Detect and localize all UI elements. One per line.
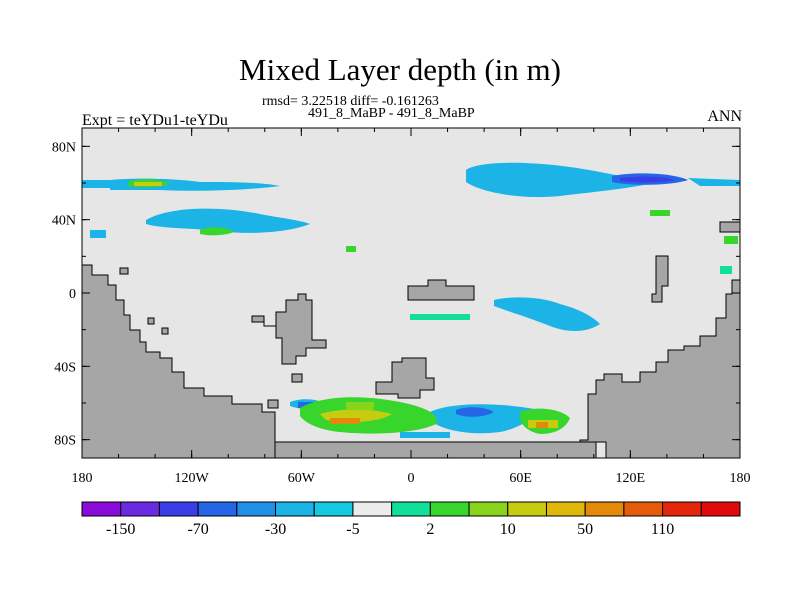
chart-subtitle: rmsd= 3.22518 diff= -0.161263: [262, 94, 439, 109]
land-fragment-6: [267, 399, 279, 409]
x-tick-label: 180: [730, 471, 751, 486]
negative-anomalies: [82, 162, 740, 438]
colorbar-label: 110: [651, 521, 674, 538]
colorbar-swatch: [81, 501, 122, 517]
plot-area: [81, 127, 741, 459]
colorbar-swatch: [507, 501, 547, 517]
colorbar-swatch: [429, 501, 470, 517]
blob-40n-west: [146, 208, 310, 233]
y-tick-label: 40S: [54, 360, 76, 375]
x-tick-label: 120W: [175, 471, 210, 486]
colorbar-label: -70: [187, 521, 208, 538]
land-south-america-island: [251, 293, 327, 365]
colorbar-swatch: [545, 501, 586, 517]
blob-south-deep-1: [456, 407, 494, 417]
blob-north-atlantic: [466, 162, 660, 198]
chart-title: Mixed Layer depth (in m): [239, 52, 561, 87]
colorbar-swatch: [584, 501, 625, 517]
season-label: ANN: [707, 108, 742, 125]
blob-south-east-edge: [400, 432, 450, 438]
land-masks: [81, 221, 741, 459]
land-fragment-3: [119, 267, 129, 275]
blob-north-pacific-edge: [688, 178, 740, 186]
y-tick-label: 40N: [52, 214, 76, 229]
blob-40n-green: [200, 227, 234, 236]
colorbar-swatch: [120, 501, 160, 517]
x-tick-label: 60E: [509, 471, 532, 486]
land-americas: [81, 264, 285, 459]
colorbar: -150 -70 -30 -5 2 10 50 110: [81, 501, 741, 538]
colorbar-swatch: [623, 501, 664, 517]
y-tick-label: 80S: [54, 434, 76, 449]
land-fragment-2: [147, 317, 155, 325]
blob-east-green-2: [720, 266, 732, 274]
blob-equatorial: [494, 297, 600, 331]
colorbar-label: -5: [346, 521, 359, 538]
blob-60n-yellow: [134, 182, 162, 186]
colorbar-label: 50: [577, 521, 593, 538]
blob-east-green: [724, 236, 738, 244]
x-axis: 180 120W 60W 0 60E 120E 180: [72, 128, 751, 486]
blob-south-orange: [330, 418, 360, 424]
blob-small-green: [346, 246, 356, 252]
x-tick-label: 0: [408, 471, 415, 486]
colorbar-label: -30: [265, 521, 286, 538]
colorbar-swatch: [662, 501, 702, 517]
colorbar-swatch: [391, 501, 431, 517]
y-tick-label: 80N: [52, 140, 76, 155]
y-tick-label: 0: [69, 287, 76, 302]
land-antarctica-rim: [274, 441, 597, 459]
blob-40n-small: [90, 230, 106, 238]
land-equatorial-strip: [407, 279, 475, 301]
colorbar-swatch: [352, 501, 393, 517]
land-fragment-1: [719, 221, 741, 233]
land-pacific-strip: [651, 255, 669, 303]
y-axis: 80N 40N 0 40S 80S: [52, 140, 740, 449]
blob-pacific-green: [650, 210, 670, 216]
blob-north-pacific-core: [620, 176, 676, 183]
blob-west-60n: [82, 180, 110, 188]
colorbar-swatch: [468, 501, 509, 517]
colorbar-swatch: [158, 501, 199, 517]
colorbar-swatch: [275, 501, 315, 517]
land-fragment-4: [161, 327, 169, 335]
colorbar-swatch: [313, 501, 354, 517]
colorbar-label: 10: [500, 521, 516, 538]
x-tick-label: 60W: [288, 471, 316, 486]
x-tick-label: 120E: [616, 471, 646, 486]
blob-equator-green: [410, 314, 470, 320]
colorbar-swatch: [236, 501, 277, 517]
positive-anomalies: [128, 179, 738, 434]
blob-southeast-orange: [536, 422, 548, 428]
experiment-label: Expt = teYDu1-teYDu: [82, 112, 228, 129]
colorbar-label: -150: [106, 521, 135, 538]
blob-south-green-2: [346, 402, 374, 410]
colorbar-swatch: [197, 501, 238, 517]
colorbar-label: 2: [426, 521, 434, 538]
colorbar-swatch: [700, 501, 741, 517]
land-africa-island: [375, 357, 435, 399]
land-fragment-5: [291, 373, 303, 383]
chart-subtitle-2: 491_8_MaBP - 491_8_MaBP: [308, 106, 475, 121]
x-tick-label: 180: [72, 471, 93, 486]
